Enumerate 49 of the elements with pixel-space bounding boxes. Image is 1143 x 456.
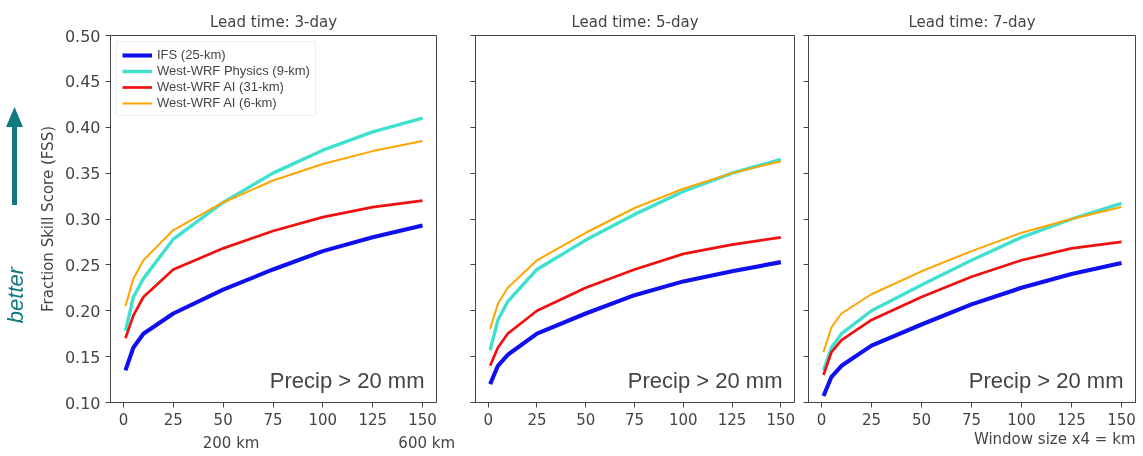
y-tick-label: 0.20 [64, 301, 101, 321]
line-series [123, 223, 425, 373]
x-axis-title: Window size x4 = km [973, 429, 1136, 448]
text: 200 km [202, 433, 260, 452]
x-tick-label: 75 [624, 410, 645, 429]
x-tick-label: 0 [816, 410, 827, 429]
y-tick-label: 0.25 [64, 255, 101, 275]
x-tick-label: 75 [961, 410, 982, 429]
line-series [123, 116, 425, 333]
x-tick-label: 100 [668, 410, 698, 429]
x-tick-label: 50 [213, 410, 233, 429]
x-tick-label: 125 [1057, 410, 1086, 429]
x-tick-label: 125 [358, 410, 388, 429]
x-tick-label: 150 [408, 410, 437, 429]
chart-title: Lead time: 7-day [908, 12, 1036, 31]
x-tick-label: 0 [118, 410, 129, 429]
x-tick-label: 100 [1007, 410, 1036, 429]
legend-label: West-WRF AI (6-km) [157, 95, 277, 110]
y-tick-label: 0.40 [64, 118, 101, 138]
annotation: Precip > 20 mm [968, 367, 1124, 393]
x-tick-label: 150 [1107, 410, 1136, 429]
y-tick-label: 0.30 [64, 210, 101, 229]
x-tick-label: 100 [308, 410, 338, 429]
y-tick-label: 0.35 [64, 164, 101, 184]
x-tick-label: 50 [576, 410, 596, 429]
x-tick-label: 125 [717, 410, 747, 429]
chart-title: Lead time: 3-day [209, 12, 338, 31]
y-tick-label: 0.10 [64, 393, 101, 413]
x-tick-label: 25 [163, 410, 183, 429]
annotation: Precip > 20 mm [269, 367, 425, 393]
x-tick-label: 50 [911, 410, 932, 429]
text: 600 km [398, 433, 456, 452]
line-series [124, 199, 424, 340]
chart-title: Lead time: 5-day [571, 12, 699, 31]
legend-label: IFS (25-km) [157, 47, 226, 62]
legend-label: West-WRF Physics (9-km) [157, 63, 310, 78]
x-tick-label: 75 [263, 410, 283, 429]
y-tick-label: 0.50 [64, 26, 101, 46]
annotation: Precip > 20 mm [627, 367, 783, 393]
y-axis-title: Fraction Skill Score (FSS) [38, 125, 57, 313]
x-tick-label: 150 [766, 410, 796, 429]
line-series [124, 140, 424, 308]
x-tick-label: 25 [861, 410, 882, 429]
legend-label: West-WRF AI (31-km) [157, 79, 284, 94]
arrow-better: better [0, 0, 28, 456]
x-tick-label: 0 [483, 410, 493, 429]
y-tick-label: 0.45 [64, 72, 101, 92]
y-tick-label: 0.15 [64, 347, 101, 367]
x-tick-label: 25 [527, 410, 547, 429]
